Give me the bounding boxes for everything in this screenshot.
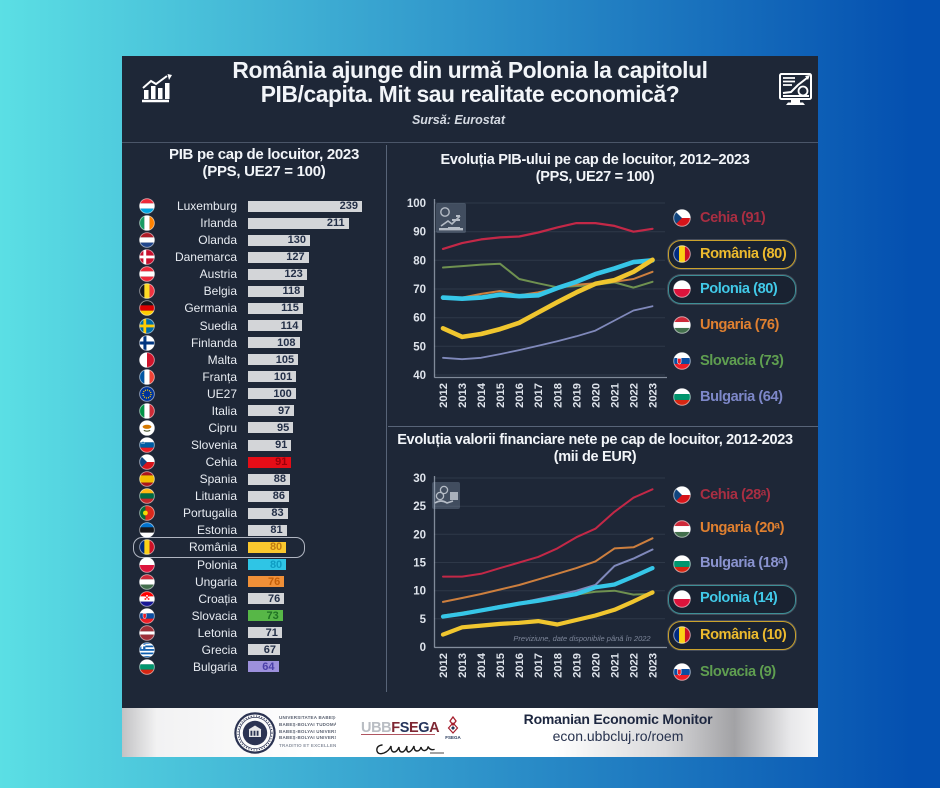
svg-text:10: 10 (413, 586, 426, 598)
svg-text:2022: 2022 (629, 653, 641, 678)
svg-text:2016: 2016 (514, 383, 526, 408)
svg-text:70: 70 (413, 284, 426, 296)
svg-text:2016: 2016 (514, 653, 526, 678)
svg-text:2021: 2021 (610, 383, 622, 408)
svg-text:Previziune, date disponibile p: Previziune, date disponibile până în 202… (513, 634, 651, 643)
svg-text:25: 25 (413, 501, 426, 513)
svg-text:15: 15 (413, 558, 426, 570)
svg-text:2023: 2023 (648, 383, 660, 408)
svg-text:40: 40 (413, 370, 426, 382)
svg-text:100: 100 (407, 198, 426, 210)
svg-text:80: 80 (413, 255, 426, 267)
svg-text:90: 90 (413, 227, 426, 239)
svg-text:0: 0 (420, 642, 426, 654)
svg-text:2017: 2017 (533, 653, 545, 678)
svg-text:2019: 2019 (571, 653, 583, 678)
svg-text:2019: 2019 (571, 383, 583, 408)
svg-text:30: 30 (413, 473, 426, 485)
svg-text:5: 5 (420, 614, 427, 626)
svg-text:60: 60 (413, 313, 426, 325)
svg-text:2021: 2021 (610, 653, 622, 678)
svg-text:2015: 2015 (495, 383, 507, 408)
svg-text:2020: 2020 (590, 383, 602, 408)
svg-text:2023: 2023 (648, 653, 660, 678)
svg-text:20: 20 (413, 529, 426, 541)
svg-text:2012: 2012 (438, 653, 450, 678)
svg-text:FSEGA: FSEGA (445, 735, 461, 740)
svg-text:2013: 2013 (457, 383, 469, 408)
svg-text:2018: 2018 (552, 383, 564, 408)
svg-text:2014: 2014 (476, 652, 488, 678)
svg-text:50: 50 (413, 341, 426, 353)
svg-text:2013: 2013 (457, 653, 469, 678)
svg-text:2014: 2014 (476, 382, 488, 408)
svg-text:2015: 2015 (495, 653, 507, 678)
svg-text:2020: 2020 (590, 653, 602, 678)
svg-text:2018: 2018 (552, 653, 564, 678)
svg-text:2017: 2017 (533, 383, 545, 408)
svg-text:2022: 2022 (629, 383, 641, 408)
svg-text:2012: 2012 (438, 383, 450, 408)
